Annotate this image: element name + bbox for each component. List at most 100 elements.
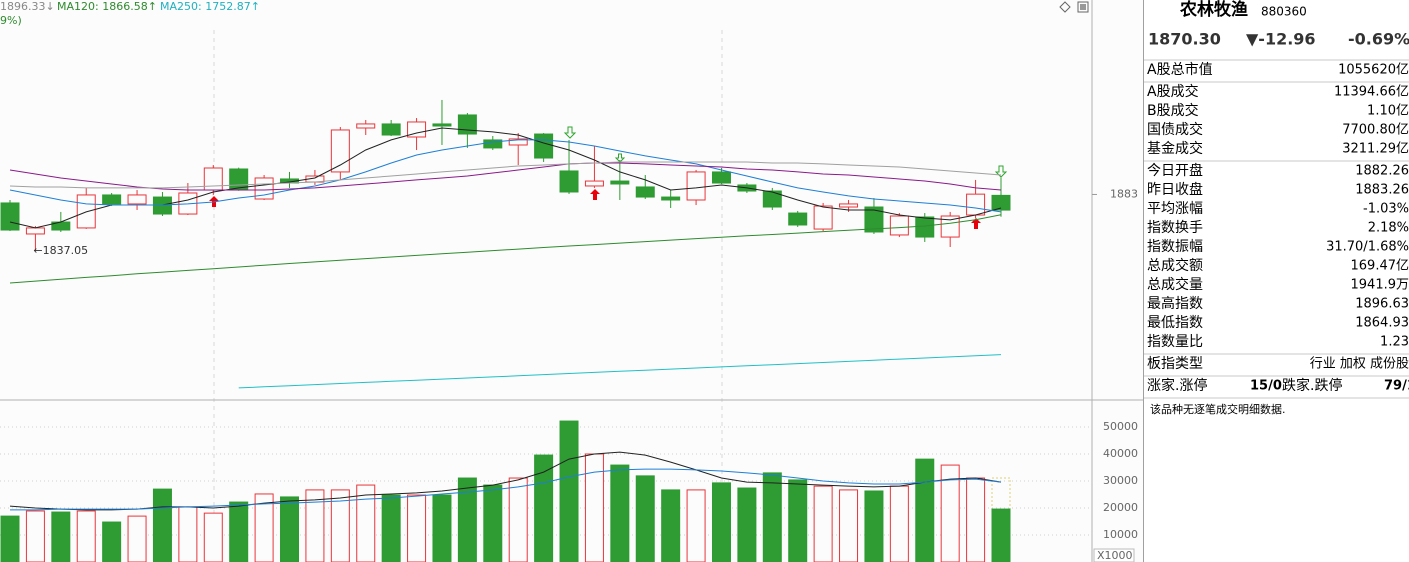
ma-line (9, 127, 1002, 229)
volume-bar (788, 479, 808, 562)
candle-body (483, 139, 503, 149)
y-tick-label: 40000 (1103, 447, 1138, 460)
row-label: 今日开盘 (1147, 162, 1203, 179)
row-label: 总成交额 (1147, 257, 1203, 274)
unit-label: X1000 (1097, 549, 1133, 562)
row-value: 1.10亿 (1367, 104, 1409, 119)
volume-bar (229, 501, 249, 562)
security-name: 农林牧渔 (1179, 0, 1248, 20)
candle-body (356, 123, 376, 129)
row-label: B股成交 (1147, 102, 1199, 119)
volume-bar (305, 489, 325, 562)
row-value: 31.70/1.68% (1326, 240, 1409, 255)
candle-body (534, 133, 554, 159)
volume-bar (839, 489, 859, 562)
candle-body (991, 194, 1011, 211)
volume-bar (457, 477, 477, 562)
row-label: 板指类型 (1147, 356, 1203, 372)
candle-body (610, 180, 630, 185)
candle-body (457, 114, 477, 135)
row-value: 行业 加权 成份股 (1310, 356, 1409, 372)
volume-bar (152, 488, 172, 562)
candle-body (889, 215, 909, 236)
volume-bar (813, 485, 833, 562)
candle-body (661, 196, 681, 201)
volume-bar (762, 472, 782, 562)
row-label: 总成交量 (1147, 276, 1203, 293)
candle-body (839, 203, 859, 208)
row-label: 涨家.涨停 (1147, 377, 1207, 394)
row-value: 1941.9万 (1351, 278, 1409, 293)
candle-body (711, 171, 731, 184)
volume-bar (737, 487, 757, 562)
candle-body (559, 170, 579, 193)
ma-header: MA120: 1866.58↑ (57, 0, 157, 13)
volume-bar (178, 506, 198, 562)
row-label: A股总市值 (1147, 61, 1213, 78)
volume-ma-line (10, 468, 1002, 511)
toggle-icon[interactable] (1059, 1, 1071, 13)
row-value: 2.18% (1368, 221, 1409, 236)
volume-bar (610, 464, 630, 562)
row-label: 基金成交 (1147, 140, 1203, 157)
row-value: 1864.93 (1355, 316, 1409, 331)
panel-note: 该品种无逐笔成交明细数据. (1150, 402, 1286, 416)
row-value: 7700.80亿 (1342, 123, 1409, 138)
ma-line (9, 162, 1002, 191)
ma-line (238, 354, 1002, 389)
quote-panel (1144, 0, 1409, 562)
ma-line (9, 139, 1002, 213)
candle-body (915, 216, 935, 238)
candle-body (788, 212, 808, 226)
volume-bar (102, 521, 122, 562)
price-change-pct: -0.69% (1348, 30, 1409, 49)
candle-body (966, 193, 986, 216)
price-change: ▼-12.96 (1246, 30, 1316, 49)
volume-bar (330, 489, 350, 562)
candle-body (584, 180, 604, 187)
candle-body (762, 190, 782, 208)
ma-line (9, 161, 1002, 189)
row-value: 1883.26 (1355, 183, 1409, 198)
row-label: 昨日收盘 (1147, 181, 1203, 198)
volume-bar (534, 454, 554, 562)
buy-signal (590, 189, 600, 200)
row-value: 11394.66亿 (1334, 85, 1409, 100)
volume-bar (280, 496, 300, 562)
candle-body (102, 194, 122, 205)
candle-body (686, 171, 706, 201)
row-label: 指数换手 (1147, 219, 1203, 236)
row-label: 指数量比 (1147, 334, 1203, 350)
row-label: A股成交 (1147, 83, 1199, 100)
y-tick-label: 50000 (1103, 420, 1138, 433)
volume-bar (203, 512, 223, 562)
volume-bar (356, 484, 376, 562)
sell-signal (994, 165, 1008, 178)
candle-body (407, 121, 427, 138)
candle-body (381, 123, 401, 136)
volume-bar (407, 494, 427, 562)
volume-bar (25, 510, 45, 562)
volume-bar (76, 510, 96, 562)
row-value: 3211.29亿 (1342, 142, 1409, 157)
candle-body (25, 227, 45, 235)
ma-header: 9%) (0, 14, 22, 27)
buy-signal (971, 218, 981, 229)
candle-body (940, 215, 960, 238)
y-tick-label: 10000 (1103, 528, 1138, 541)
window-icon[interactable] (1077, 1, 1089, 13)
volume-bar (940, 464, 960, 562)
candle-body (635, 186, 655, 198)
volume-bar (915, 458, 935, 562)
volume-bar (0, 515, 20, 562)
volume-bar (889, 485, 909, 562)
row-value: 169.47亿 (1351, 259, 1409, 274)
security-code: 880360 (1261, 5, 1307, 19)
candle-body (864, 206, 884, 233)
volume-bar (127, 515, 147, 562)
volume-bar (864, 490, 884, 562)
row-value: 1.23 (1380, 335, 1409, 350)
last-price: 1870.30 (1148, 30, 1221, 49)
